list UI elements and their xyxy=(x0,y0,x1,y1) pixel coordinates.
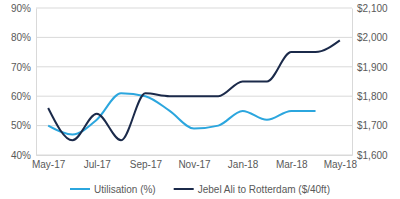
y2-tick: $1,900 xyxy=(352,62,388,73)
y2-tick-label: $1,600 xyxy=(357,150,388,161)
axis-line xyxy=(36,9,37,156)
x-tick-label: Nov-17 xyxy=(178,159,211,170)
legend: Utilisation (%) Jebel Ali to Rotterdam ($… xyxy=(70,184,330,195)
legend-swatch xyxy=(174,188,194,190)
y-tick-label: 40% xyxy=(11,150,31,161)
y2-tick: $1,600 xyxy=(352,150,388,161)
chart: 40% 50% 60% 70% 80% 90% $1,600 $1,700 $1,800 $1,9… xyxy=(0,0,400,199)
y-tick: 80% xyxy=(11,32,36,43)
y2-tick-label: $1,900 xyxy=(357,62,388,73)
legend-label: Utilisation (%) xyxy=(94,184,156,195)
grid-line xyxy=(36,66,352,67)
grid xyxy=(36,8,352,155)
legend-swatch xyxy=(70,188,90,190)
plot: 40% 50% 60% 70% 80% 90% $1,600 $1,700 $1,800 $1,9… xyxy=(11,3,388,170)
y-tick-label: 60% xyxy=(11,91,31,102)
series-line xyxy=(48,40,340,140)
x-tick: May-17 xyxy=(32,155,66,170)
y2-tick-label: $1,800 xyxy=(357,91,388,102)
y2-tick-label: $2,100 xyxy=(357,3,388,14)
y-tick: 60% xyxy=(11,91,36,102)
y-tick-label: 80% xyxy=(11,32,31,43)
x-tick: Sep-17 xyxy=(130,155,163,170)
y2-tick-label: $2,000 xyxy=(357,32,388,43)
y-tick: 90% xyxy=(11,3,36,14)
y-tick-label: 70% xyxy=(11,62,31,73)
series-line xyxy=(48,93,315,134)
y-tick-label: 50% xyxy=(11,120,31,131)
grid-line xyxy=(36,8,352,9)
grid-line xyxy=(36,155,352,156)
y2-tick: $2,100 xyxy=(352,3,388,14)
y2-axis: $1,600 $1,700 $1,800 $1,900 $2,000 $2,100 xyxy=(352,3,388,161)
y2-tick: $2,000 xyxy=(352,32,388,43)
x-tick: Jan-18 xyxy=(228,155,259,170)
legend-item: Jebel Ali to Rotterdam ($/40ft) xyxy=(174,184,330,195)
legend-item: Utilisation (%) xyxy=(70,184,156,195)
y2-tick: $1,700 xyxy=(352,120,388,131)
x-tick-label: Jul-17 xyxy=(84,159,112,170)
series-lines xyxy=(48,40,340,140)
x-axis: May-17 Jul-17 Sep-17 Nov-17 Jan-18 Mar-18 May-… xyxy=(32,155,357,170)
x-tick-label: May-18 xyxy=(324,159,358,170)
x-tick-label: Mar-18 xyxy=(276,159,308,170)
axis-line xyxy=(37,155,353,156)
x-tick: Mar-18 xyxy=(276,155,308,170)
y-tick: 70% xyxy=(11,62,36,73)
y-axis: 40% 50% 60% 70% 80% 90% xyxy=(11,3,37,161)
grid-line xyxy=(36,37,352,38)
y2-tick: $1,800 xyxy=(352,91,388,102)
axis-line xyxy=(352,9,353,156)
y-tick-label: 90% xyxy=(11,3,31,14)
x-tick: Nov-17 xyxy=(178,155,211,170)
grid-line xyxy=(36,125,352,126)
x-tick-label: Jan-18 xyxy=(228,159,259,170)
x-tick: May-18 xyxy=(324,155,358,170)
x-tick-label: Sep-17 xyxy=(130,159,163,170)
y-tick: 50% xyxy=(11,120,36,131)
x-tick: Jul-17 xyxy=(84,155,112,170)
x-tick-label: May-17 xyxy=(32,159,66,170)
y2-tick-label: $1,700 xyxy=(357,120,388,131)
legend-label: Jebel Ali to Rotterdam ($/40ft) xyxy=(198,184,330,195)
